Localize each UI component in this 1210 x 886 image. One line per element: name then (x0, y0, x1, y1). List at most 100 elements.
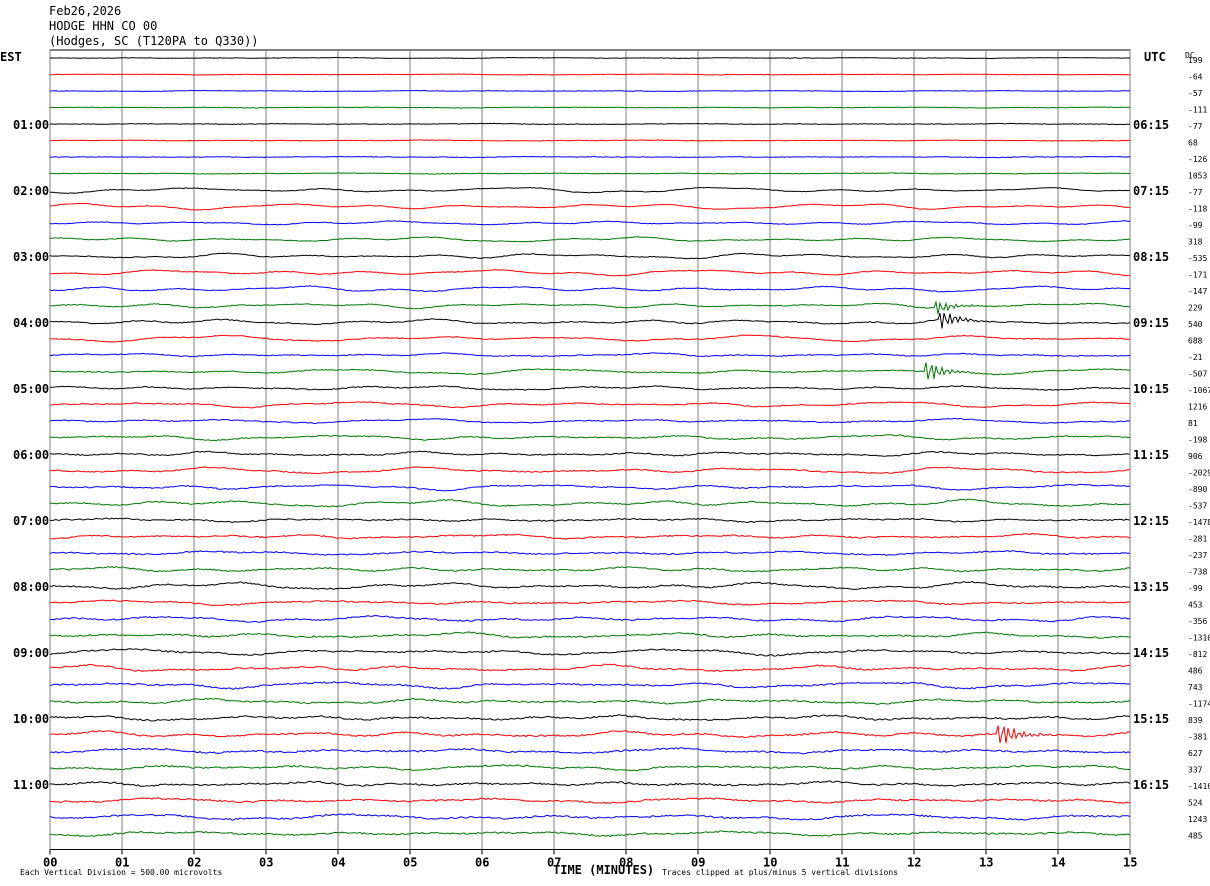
hour-label-right: 11:15 (1133, 448, 1169, 462)
seismic-trace (49, 797, 1131, 805)
hour-label-left: 10:00 (13, 712, 49, 726)
seismic-trace (49, 106, 1131, 109)
seismic-trace (49, 434, 1131, 442)
seismic-trace (49, 697, 1131, 705)
dc-offset-label: -118 (1188, 205, 1207, 214)
dc-label: DC (1185, 51, 1195, 60)
hour-label-left: 07:00 (13, 514, 49, 528)
seismic-trace (49, 220, 1131, 226)
seismic-trace (49, 764, 1131, 772)
x-tick-label: 02 (187, 856, 201, 870)
dc-offset-label: 688 (1188, 337, 1203, 346)
x-tick-label: 10 (763, 856, 777, 870)
dc-offset-label: 486 (1188, 667, 1203, 676)
dc-offset-label: -147 (1188, 287, 1207, 296)
x-tick-label: 03 (259, 856, 273, 870)
dc-offset-label: 199 (1188, 56, 1203, 65)
x-tick-label: 15 (1123, 856, 1137, 870)
dc-offset-label: -57 (1188, 89, 1203, 98)
dc-offset-label: -535 (1188, 254, 1207, 263)
x-tick-label: 01 (115, 856, 129, 870)
x-tick-label: 13 (979, 856, 993, 870)
dc-offset-label: -738 (1188, 568, 1207, 577)
dc-offset-label: -890 (1188, 485, 1207, 494)
seismic-trace (49, 401, 1131, 409)
seismic-trace (49, 483, 1131, 492)
x-tick-label: 14 (1051, 856, 1065, 870)
dc-offset-label: -1478 (1188, 518, 1210, 527)
seismic-trace (49, 362, 1131, 380)
seismic-trace (49, 285, 1131, 293)
hour-label-right: 07:15 (1133, 184, 1169, 198)
seismic-trace (49, 648, 1131, 657)
hour-label-left: 08:00 (13, 580, 49, 594)
dc-offset-label: 524 (1188, 799, 1203, 808)
seismic-trace (49, 681, 1131, 690)
dc-offset-label: -237 (1188, 551, 1207, 560)
hour-label-right: 10:15 (1133, 382, 1169, 396)
dc-offset-label: 68 (1188, 139, 1198, 148)
seismic-trace (50, 139, 1131, 142)
x-tick-label: 11 (835, 856, 849, 870)
dc-offset-label: -1310 (1188, 634, 1210, 643)
dc-offset-label: -281 (1188, 535, 1207, 544)
dc-offset-label: 337 (1188, 766, 1203, 775)
seismic-trace (49, 714, 1131, 722)
hour-label-right: 16:15 (1133, 778, 1169, 792)
dc-offset-label: -381 (1188, 733, 1207, 742)
x-tick-label: 09 (691, 856, 705, 870)
dc-offset-label: -1416 (1188, 782, 1210, 791)
seismic-trace (49, 614, 1131, 623)
seismic-trace (50, 172, 1130, 175)
seismic-trace (49, 580, 1131, 590)
hour-label-right: 06:15 (1133, 118, 1169, 132)
left-zone-label: EST (0, 50, 22, 64)
seismic-trace (49, 269, 1131, 277)
seismic-trace (50, 725, 1131, 744)
header-station: HODGE HHN CO 00 (49, 19, 158, 33)
scale-note: Each Vertical Division = 500.00 microvol… (20, 868, 222, 877)
x-tick-label: 06 (475, 856, 489, 870)
hour-label-left: 04:00 (13, 316, 49, 330)
hour-label-left: 03:00 (13, 250, 49, 264)
dc-offset-label: 1216 (1188, 403, 1207, 412)
seismic-trace (49, 202, 1131, 211)
dc-offset-label: 229 (1188, 304, 1203, 313)
dc-offset-label: -537 (1188, 502, 1207, 511)
x-tick-label: 05 (403, 856, 417, 870)
dc-offset-label: -99 (1188, 584, 1203, 593)
dc-offset-label: -99 (1188, 221, 1203, 230)
plot-frame (49, 49, 1131, 850)
hour-label-right: 12:15 (1133, 514, 1169, 528)
hour-label-right: 15:15 (1133, 712, 1169, 726)
x-tick-label: 12 (907, 856, 921, 870)
dc-offset-label: 318 (1188, 238, 1203, 247)
hour-label-left: 05:00 (13, 382, 49, 396)
seismic-trace (49, 498, 1131, 508)
seismic-trace (49, 566, 1131, 573)
seismic-trace (49, 550, 1131, 556)
trace-group (49, 56, 1131, 838)
seismic-trace (49, 830, 1131, 838)
dc-offset-label: 839 (1188, 716, 1203, 725)
hour-label-right: 08:15 (1133, 250, 1169, 264)
hour-label-right: 14:15 (1133, 646, 1169, 660)
dc-offset-label: -21 (1188, 353, 1203, 362)
x-tick-label: 04 (331, 856, 345, 870)
seismic-trace (49, 155, 1131, 159)
dc-offset-label: 743 (1188, 683, 1203, 692)
dc-offset-label: -2029 (1188, 469, 1210, 478)
hour-label-left: 09:00 (13, 646, 49, 660)
hour-label-right: 13:15 (1133, 580, 1169, 594)
seismic-trace (49, 532, 1131, 540)
header-location: (Hodges, SC (T120PA to Q330)) (49, 34, 259, 48)
dc-offset-label: -1174 (1188, 700, 1210, 709)
header-date: Feb26,2026 (49, 4, 122, 18)
hour-label-right: 09:15 (1133, 316, 1169, 330)
seismic-trace (49, 780, 1131, 787)
dc-offset-label: 453 (1188, 601, 1203, 610)
seismic-trace (49, 631, 1131, 639)
seismic-trace (50, 385, 1131, 391)
x-tick-label: 08 (619, 856, 633, 870)
